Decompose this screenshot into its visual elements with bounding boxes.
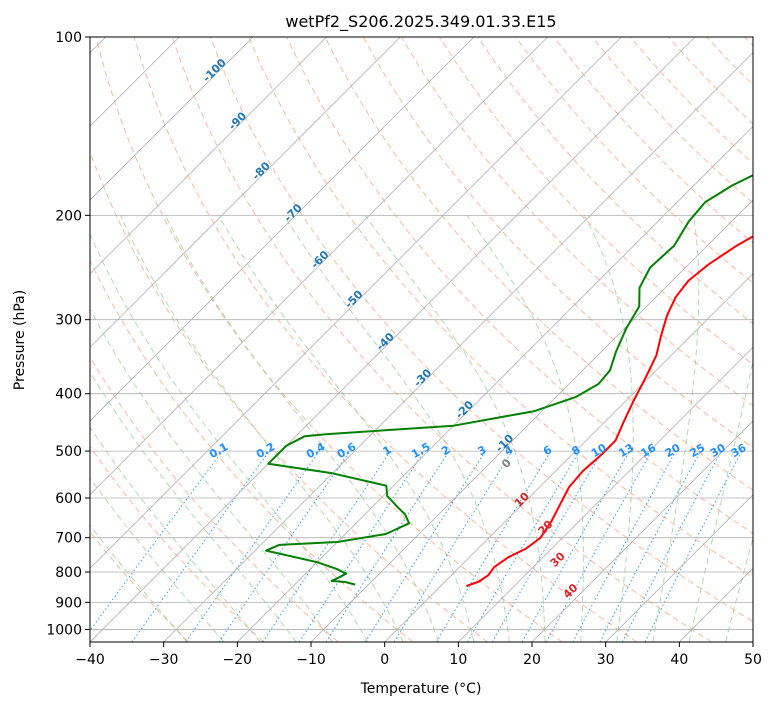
x-tick-label: 10 [449, 652, 467, 668]
series-line-temperature [465, 235, 753, 588]
mixing-ratio-line [90, 450, 223, 632]
isotherm-line [90, 37, 548, 496]
isotherm-line [531, 420, 753, 642]
isotherm-line [458, 346, 753, 642]
moist-adiabat [90, 232, 369, 642]
moist-adiabat [90, 370, 297, 642]
moist-adiabat [164, 215, 439, 642]
mixing-ratio-line [393, 450, 513, 642]
x-tick-label: 30 [597, 652, 615, 668]
x-tick-label: 40 [670, 652, 688, 668]
mixing-ratio-line [218, 450, 351, 642]
mixing-ratio-line [545, 450, 653, 642]
y-tick-label: 900 [55, 595, 82, 611]
dry-adiabat [324, 37, 753, 491]
y-tick-label: 200 [55, 208, 82, 224]
mixing-ratio-line [521, 450, 630, 642]
isotherm-line [90, 37, 696, 642]
isotherm-line [384, 273, 753, 642]
y-tick-label: 800 [55, 565, 82, 581]
x-tick-label: −10 [296, 652, 326, 668]
plot-area [90, 37, 753, 642]
x-axis-label: Temperature (°C) [360, 681, 482, 697]
isotherm-line [90, 37, 327, 275]
moist-adiabat [466, 215, 584, 642]
moist-adiabat [120, 215, 404, 642]
y-tick-label: 1000 [46, 622, 82, 638]
series-line-dewpoint [265, 174, 753, 586]
y-tick-label: 300 [55, 313, 82, 329]
mixing-ratio-line [131, 450, 270, 642]
y-tick-label: 500 [55, 444, 82, 460]
moist-adiabat [364, 215, 546, 642]
moist-adiabat [90, 308, 333, 642]
plot-frame [89, 36, 754, 643]
y-tick-label: 100 [55, 30, 82, 46]
dry-adiabat [95, 37, 563, 642]
isotherm-line [163, 52, 753, 642]
moist-adiabat [90, 476, 225, 642]
axes: −40 −30 −20 −10 0 10 20 30 40 50 100 200 300 400 500 60… [46, 30, 762, 668]
dry-adiabat [286, 37, 753, 534]
isotherm-line [90, 37, 622, 569]
dry-adiabat [90, 259, 414, 642]
moist-adiabat [218, 215, 475, 642]
mixing-ratio-line [262, 450, 392, 642]
y-tick-label: 700 [55, 531, 82, 547]
moist-adiabat [583, 215, 634, 642]
isotherm-line [90, 37, 254, 201]
x-tick-label: −30 [149, 652, 179, 668]
x-tick-label: −20 [223, 652, 253, 668]
mixing-ratio-line [644, 450, 743, 642]
mixing-ratio-line [325, 450, 450, 642]
mixing-ratio-line [185, 450, 320, 642]
x-tick-label: −40 [75, 652, 105, 668]
x-tick-label: 50 [744, 652, 762, 668]
x-tick-label: 0 [380, 652, 389, 668]
dry-adiabat [515, 37, 753, 284]
isotherm-line [90, 37, 401, 348]
chart-title: wetPf2_S206.2025.349.01.33.E15 [285, 12, 556, 32]
isotherm-line [310, 199, 753, 642]
moist-adiabat [90, 426, 261, 642]
dry-adiabat [133, 37, 638, 642]
x-tick-label: 20 [523, 652, 541, 668]
isotherm-line [605, 494, 753, 642]
dry-adiabat [90, 445, 264, 642]
background-lines [90, 37, 753, 642]
dry-adiabat [171, 37, 712, 642]
y-tick-label: 600 [55, 491, 82, 507]
dry-adiabat [90, 356, 339, 642]
dry-adiabat [248, 37, 753, 578]
y-tick-label: 400 [55, 387, 82, 403]
mixing-ratio-line [572, 450, 677, 642]
isotherm-line [90, 37, 475, 422]
dry-adiabat [210, 37, 753, 623]
mixing-ratio-line [298, 450, 425, 642]
profile-lines [265, 174, 753, 588]
y-axis-label: Pressure (hPa) [12, 290, 28, 390]
moist-adiabat [283, 215, 510, 642]
moist-adiabat [652, 215, 700, 642]
